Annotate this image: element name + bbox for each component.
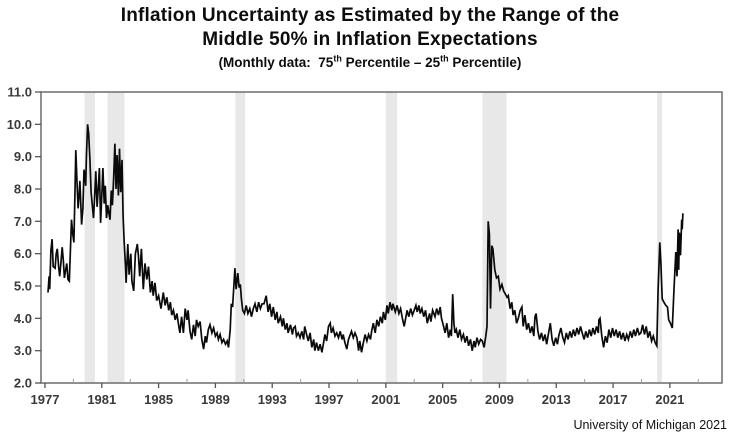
x-tick-label: 2001 (371, 392, 400, 407)
x-tick-label: 2013 (542, 392, 571, 407)
y-tick-label: 5.0 (14, 279, 32, 294)
x-tick-label: 1993 (258, 392, 287, 407)
chart-header: Inflation Uncertainty as Estimated by th… (0, 4, 740, 70)
x-tick-label: 1977 (31, 392, 60, 407)
y-tick-label: 3.0 (14, 343, 32, 358)
x-tick-label: 1985 (144, 392, 173, 407)
x-tick-label: 2021 (655, 392, 684, 407)
x-tick-label: 2017 (599, 392, 628, 407)
chart-subtitle: (Monthly data: 75th Percentile – 25th Pe… (218, 53, 522, 70)
recession-band (84, 92, 95, 383)
y-tick-label: 6.0 (14, 246, 32, 261)
x-tick-label: 2005 (428, 392, 457, 407)
recession-band (107, 92, 125, 383)
y-tick-label: 11.0 (7, 85, 32, 100)
x-tick-label: 1997 (315, 392, 344, 407)
y-tick-label: 8.0 (14, 182, 32, 197)
y-tick-label: 4.0 (14, 311, 32, 326)
x-tick-label: 1989 (201, 392, 230, 407)
recession-band (657, 92, 663, 383)
x-tick-label: 1981 (87, 392, 116, 407)
recession-band (235, 92, 246, 383)
recession-band (385, 92, 398, 383)
chart-title-line1: Inflation Uncertainty as Estimated by th… (120, 5, 620, 26)
chart-title-line2: Middle 50% in Inflation Expectations (202, 29, 538, 50)
y-tick-label: 2.0 (14, 376, 32, 391)
plot-frame (40, 91, 723, 384)
y-tick-label: 10.0 (7, 117, 32, 132)
series-line (47, 124, 684, 353)
x-tick-label: 2009 (485, 392, 514, 407)
source-caption: University of Michigan 2021 (573, 418, 727, 432)
y-tick-label: 7.0 (14, 214, 32, 229)
y-tick-label: 9.0 (14, 149, 32, 164)
